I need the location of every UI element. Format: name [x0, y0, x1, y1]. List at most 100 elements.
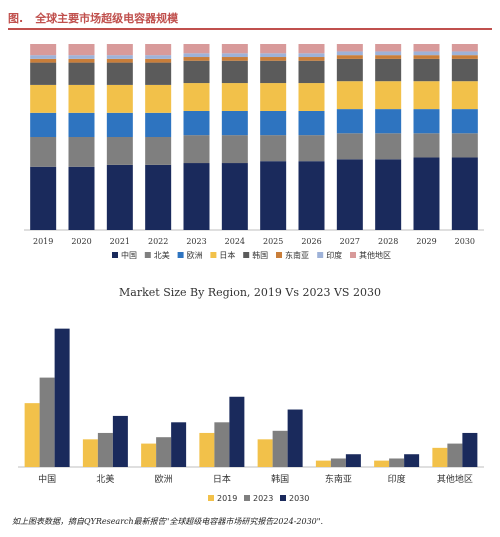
stacked-x-tick-label: 2024: [225, 237, 245, 246]
stacked-bar-segment: [336, 133, 363, 160]
stacked-legend-label: 韩国: [252, 250, 268, 260]
stacked-legend-swatch: [112, 252, 118, 258]
stacked-bar-segment: [298, 135, 325, 162]
stacked-bar-segment: [451, 51, 478, 56]
stacked-bar-segment: [375, 51, 402, 56]
stacked-bar-segment: [145, 112, 172, 137]
stacked-bar-segment: [145, 58, 172, 63]
stacked-bar-segment: [413, 55, 440, 59]
stacked-bar-segment: [145, 55, 172, 59]
stacked-legend-label: 欧洲: [187, 250, 203, 260]
stacked-bar-segment: [183, 53, 210, 58]
stacked-bar-segment: [298, 60, 325, 84]
stacked-bar-segment: [298, 57, 325, 61]
grouped-bar: [374, 460, 390, 467]
stacked-bar-segment: [68, 166, 95, 230]
stacked-bar-segment: [375, 81, 402, 110]
stacked-bar-segment: [68, 58, 95, 63]
grouped-bar: [54, 328, 70, 467]
stacked-bar-segment: [68, 137, 95, 167]
stacked-bar-segment: [183, 60, 210, 84]
stacked-legend-swatch: [144, 252, 151, 258]
stacked-bar-segment: [260, 44, 287, 54]
stacked-bar-segment: [375, 133, 402, 160]
stacked-legend-label: 东南亚: [285, 250, 309, 260]
stacked-bar-segment: [375, 44, 402, 52]
grouped-x-tick-label: 欧洲: [155, 473, 173, 485]
stacked-bar-segment: [30, 137, 57, 167]
stacked-x-tick-label: 2019: [33, 237, 53, 246]
stacked-bar-segment: [413, 157, 440, 230]
stacked-bar-segment: [183, 57, 210, 61]
stacked-bar-segment: [260, 161, 287, 230]
stacked-bar-segment: [183, 110, 210, 136]
stacked-bar-segment: [68, 112, 95, 137]
stacked-bar-segment: [451, 133, 478, 158]
grouped-bar: [141, 443, 157, 467]
stacked-bar-segment: [260, 135, 287, 162]
stacked-bar-segment: [298, 110, 325, 136]
stacked-bar-segment: [30, 62, 57, 85]
grouped-legend-label: 2023: [253, 494, 273, 503]
stacked-bar-segment: [221, 57, 248, 61]
stacked-bar-segment: [68, 62, 95, 85]
stacked-legend-label: 印度: [326, 250, 342, 260]
grouped-bar: [389, 458, 405, 467]
stacked-bar-segment: [336, 81, 363, 110]
stacked-bar-segment: [260, 83, 287, 111]
grouped-bar: [462, 432, 478, 467]
stacked-bar-segment: [221, 110, 248, 136]
stacked-bar-segment: [413, 51, 440, 56]
stacked-legend-swatch: [276, 252, 282, 258]
stacked-bar-segment: [336, 55, 363, 59]
grouped-bar: [156, 437, 172, 467]
stacked-bar-segment: [260, 53, 287, 58]
stacked-bar-segment: [30, 44, 57, 56]
stacked-x-tick-label: 2029: [416, 237, 436, 246]
stacked-bar-segment: [183, 83, 210, 111]
grouped-bar: [112, 415, 128, 467]
stacked-bar-segment: [145, 137, 172, 165]
stacked-x-tick-label: 2020: [71, 237, 91, 246]
grouped-legend-label: 2019: [217, 494, 237, 503]
stacked-bar-segment: [413, 133, 440, 158]
grouped-bar: [97, 432, 113, 467]
stacked-bar-segment: [298, 161, 325, 230]
stacked-bar-segment: [183, 163, 210, 230]
stacked-bar-segment: [145, 164, 172, 230]
stacked-bar-segment: [298, 53, 325, 58]
stacked-legend-swatch: [177, 252, 184, 258]
grouped-bar: [330, 458, 346, 467]
stacked-bar-segment: [260, 110, 287, 136]
stacked-bar-segment: [145, 84, 172, 113]
grouped-legend-swatch: [244, 495, 250, 501]
stacked-bar-segment: [68, 84, 95, 113]
stacked-bar-segment: [451, 81, 478, 110]
grouped-bar: [82, 439, 98, 467]
stacked-legend-label: 其他地区: [359, 250, 391, 260]
grouped-x-tick-label: 中国: [38, 473, 56, 485]
grouped-bar: [287, 409, 303, 467]
stacked-bar-segment: [298, 83, 325, 111]
stacked-bar-segment: [68, 44, 95, 56]
stacked-x-tick-label: 2021: [110, 237, 130, 246]
grouped-x-tick-label: 印度: [388, 473, 406, 485]
stacked-bar-segment: [336, 109, 363, 134]
grouped-bar: [345, 454, 361, 467]
stacked-x-tick-label: 2028: [378, 237, 398, 246]
stacked-x-tick-label: 2027: [340, 237, 360, 246]
stacked-bar-segment: [413, 44, 440, 52]
stacked-legend-swatch: [210, 252, 217, 258]
stacked-bar-segment: [260, 57, 287, 61]
stacked-bar-segment: [413, 81, 440, 110]
grouped-bar: [214, 422, 230, 467]
stacked-bar-segment: [413, 58, 440, 82]
grouped-bar: [199, 432, 215, 467]
stacked-bar-segment: [30, 55, 57, 59]
grouped-bar: [447, 443, 463, 467]
figure-label: 图.: [8, 12, 24, 25]
stacked-bar-segment: [30, 112, 57, 137]
stacked-bar-segment: [30, 84, 57, 113]
stacked-bar-segment: [221, 163, 248, 230]
